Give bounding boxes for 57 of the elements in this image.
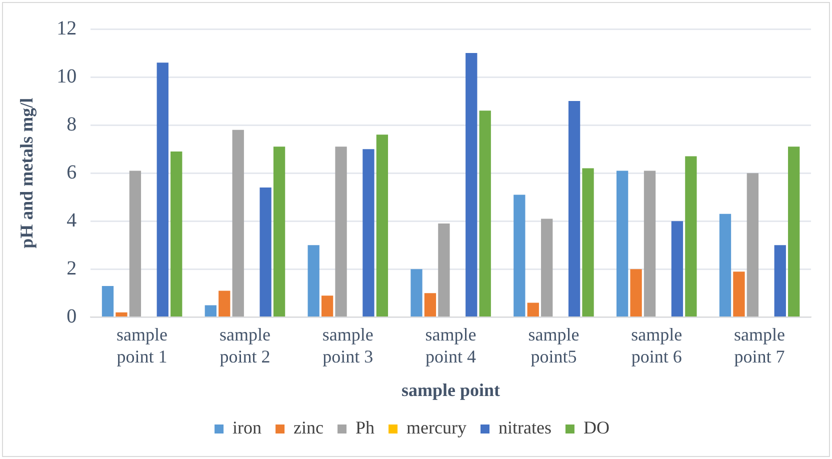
legend-label: nitrates [498, 418, 552, 438]
y-tick-label: 0 [66, 305, 77, 328]
x-tick-label: sample point 1 [116, 324, 168, 366]
x-tick-label: sample point 7 [734, 324, 786, 366]
bar [514, 194, 526, 316]
bar [746, 173, 759, 316]
y-tick-label: 6 [66, 161, 77, 184]
legend-label: mercury [406, 418, 466, 438]
bar [218, 290, 230, 316]
y-tick-label: 2 [66, 257, 77, 280]
bar [644, 170, 656, 316]
x-tick-label: sample point5 [528, 324, 580, 366]
bar [541, 218, 553, 316]
bar [685, 156, 697, 316]
bar [362, 149, 374, 316]
y-axis-title: pH and metals mg/l [16, 98, 36, 248]
y-tick-label: 4 [66, 209, 77, 232]
bar [616, 170, 628, 316]
y-tick-label: 8 [66, 113, 77, 136]
legend-label: Ph [356, 418, 375, 438]
bar [733, 272, 745, 316]
bar [527, 302, 539, 316]
x-tick-label: sample point 4 [425, 324, 476, 366]
bar [321, 296, 334, 316]
bar [479, 110, 491, 316]
bar [102, 286, 114, 316]
bar [410, 269, 422, 316]
bar [273, 146, 286, 316]
legend-label: zinc [294, 418, 324, 438]
x-axis-title: sample point [402, 380, 500, 400]
bar [788, 146, 800, 316]
bar [232, 130, 244, 316]
bar [376, 134, 388, 316]
legend-label: iron [232, 418, 262, 438]
bar [260, 188, 272, 316]
bar [116, 312, 128, 316]
bar [156, 62, 168, 316]
x-tick-label: sample point 3 [322, 324, 374, 366]
bar [582, 168, 594, 316]
bar [308, 245, 320, 316]
x-tick-label: sample point 6 [631, 324, 682, 366]
y-tick-label: 10 [56, 65, 77, 88]
bar [170, 151, 182, 316]
y-tick-label: 12 [56, 17, 77, 40]
legend-label: DO [583, 418, 610, 438]
bar [129, 170, 142, 316]
bar [719, 214, 732, 316]
bar [204, 305, 216, 316]
bar [774, 245, 786, 316]
bar [438, 224, 450, 316]
bar [424, 293, 436, 316]
bar [466, 53, 478, 316]
bar [630, 269, 642, 316]
bar [335, 146, 347, 316]
bar [568, 101, 580, 316]
x-tick-label: sample point 2 [219, 324, 270, 366]
bar [671, 221, 684, 316]
